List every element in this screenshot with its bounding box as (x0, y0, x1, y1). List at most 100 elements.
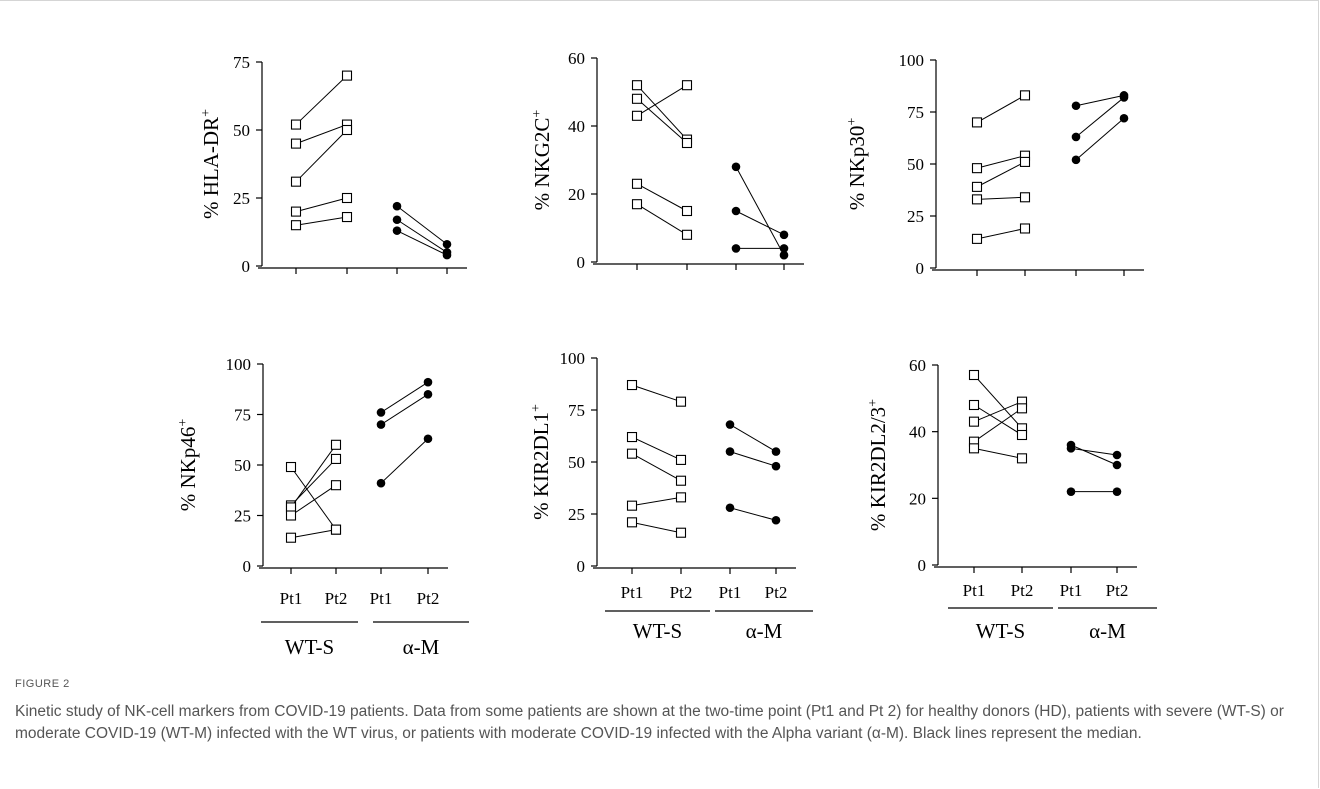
pair-line (973, 407, 1023, 443)
y-tick-label: 0 (242, 257, 251, 276)
x-tick-label: Pt2 (417, 589, 440, 608)
pair-line (636, 183, 688, 212)
data-point-circle (725, 503, 735, 513)
y-tick-label: 0 (577, 253, 586, 272)
data-point-square (290, 206, 302, 217)
data-point-circle (1066, 487, 1076, 496)
y-tick-label: 40 (909, 423, 926, 442)
data-point-square (631, 93, 643, 104)
data-point-square (1019, 90, 1031, 101)
data-point-square (631, 199, 643, 210)
data-point-circle (1112, 487, 1122, 496)
data-point-circle (1071, 101, 1081, 111)
data-point-circle (1066, 444, 1076, 453)
y-tick-label: 100 (899, 51, 925, 70)
pair-line (290, 444, 337, 508)
data-point-circle (376, 408, 386, 417)
data-point-circle (771, 447, 781, 456)
group-label: α-M (1089, 619, 1126, 643)
y-tick-label: 75 (907, 103, 924, 122)
data-point-circle (731, 162, 741, 172)
x-tick-label: Pt2 (325, 589, 348, 608)
data-point-square (681, 80, 693, 91)
y-axis-label-sup: + (866, 399, 881, 407)
data-point-circle (442, 250, 452, 260)
pair-line (729, 451, 777, 467)
data-point-square (675, 396, 687, 407)
data-point-square (1019, 156, 1031, 167)
data-point-square (341, 192, 353, 204)
data-point-square (675, 454, 687, 465)
pair-line (631, 384, 682, 403)
pair-line (631, 496, 682, 507)
data-point-circle (1071, 132, 1081, 142)
y-tick-label: 25 (233, 189, 250, 208)
data-point-square (971, 117, 983, 128)
y-axis-label-sup: + (529, 404, 544, 412)
y-tick-label: 50 (233, 121, 250, 140)
pair-line (380, 393, 429, 426)
y-tick-label: 0 (916, 259, 925, 278)
data-point-circle (731, 206, 741, 216)
pair-line (290, 466, 337, 530)
pair-line (976, 161, 1026, 188)
pair-line (396, 219, 448, 253)
panel-1: 0 25 50 75 % HLA-DR+ (199, 53, 467, 276)
group-label: WT-S (285, 635, 334, 659)
pair-line (1070, 444, 1118, 466)
figure-label: FIGURE 2 (15, 678, 70, 690)
data-point-square (330, 524, 342, 535)
data-point-square (675, 527, 687, 538)
y-axis-label-sup: + (199, 109, 214, 117)
data-point-circle (376, 420, 386, 429)
y-axis-label: % KIR2DL1+ (529, 404, 553, 520)
y-tick-label: 60 (568, 49, 585, 68)
pair-line (976, 227, 1026, 240)
data-point-square (626, 431, 638, 443)
data-point-square (341, 124, 353, 136)
data-point-circle (731, 244, 741, 253)
y-tick-label: 20 (568, 185, 585, 204)
data-point-square (285, 510, 297, 521)
y-tick-label: 75 (568, 401, 585, 420)
pair-line (396, 230, 448, 256)
data-point-square (1016, 403, 1028, 414)
x-tick-label: Pt1 (280, 589, 303, 608)
data-point-square (626, 448, 638, 459)
group-label: α-M (746, 619, 783, 643)
pair-line (1075, 94, 1125, 107)
pair-line (976, 196, 1026, 200)
pair-line (976, 94, 1026, 123)
y-tick-label: 50 (568, 453, 585, 472)
data-point-square (971, 163, 983, 174)
data-point-circle (423, 434, 433, 444)
pair-line (396, 205, 448, 245)
data-point-circle (1112, 450, 1122, 460)
y-tick-label: 25 (234, 507, 251, 526)
x-tick-label: Pt1 (1060, 581, 1083, 600)
data-point-circle (779, 244, 789, 253)
data-point-square (631, 110, 643, 121)
data-point-square (968, 399, 980, 411)
data-point-square (626, 517, 638, 528)
data-point-square (968, 369, 980, 381)
y-tick-label: 20 (909, 489, 926, 508)
data-point-circle (1119, 113, 1129, 123)
y-tick-label: 0 (577, 557, 586, 576)
pair-line (631, 521, 682, 534)
data-point-square (675, 475, 687, 486)
y-axis-label-sup: + (845, 118, 860, 126)
group-label: WT-S (633, 619, 682, 643)
x-tick-label: Pt2 (1011, 581, 1034, 600)
pair-line (729, 507, 777, 521)
figure-panels: 0 25 50 75 % HLA-DR+ 0 20 40 60 % NKG2C+ 0 25 50 75 10… (176, 49, 1157, 659)
data-point-square (681, 137, 693, 149)
data-point-square (626, 379, 638, 391)
data-point-square (290, 176, 302, 187)
data-point-square (631, 80, 643, 91)
data-point-square (285, 532, 297, 543)
data-point-square (285, 461, 297, 473)
y-tick-label: 75 (234, 406, 251, 425)
y-tick-label: 60 (909, 356, 926, 375)
